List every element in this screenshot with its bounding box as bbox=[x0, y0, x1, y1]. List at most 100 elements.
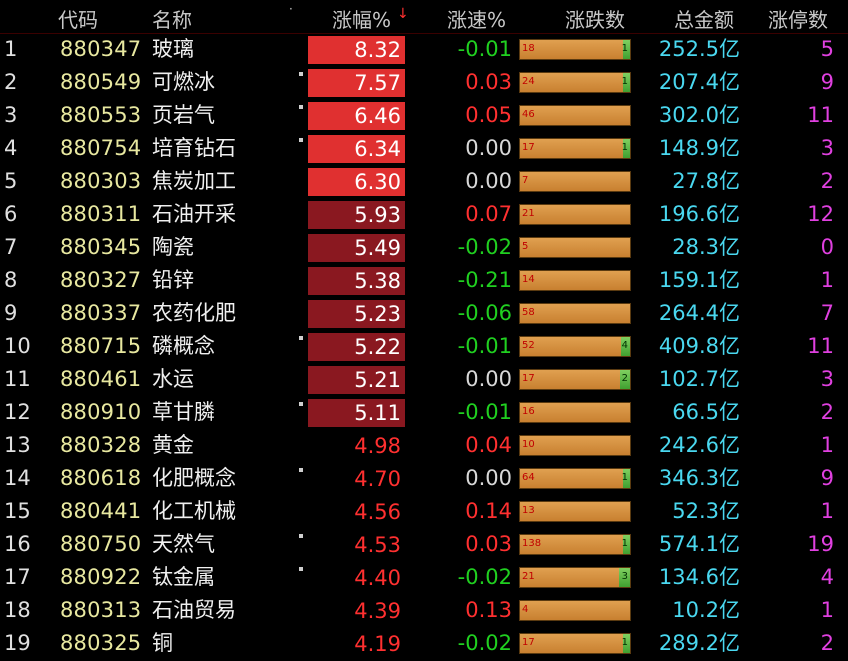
updown-bar: 46 bbox=[519, 105, 631, 126]
change-pct-cell: 5.23 bbox=[308, 300, 405, 328]
speed-value: 0.00 bbox=[465, 169, 512, 193]
header-name[interactable]: 名称 bbox=[152, 8, 192, 32]
total-amount: 242.6亿 bbox=[658, 433, 740, 457]
header-updown[interactable]: 涨跌数 bbox=[565, 8, 625, 32]
sector-code: 880311 bbox=[60, 202, 142, 226]
speed-value: 0.03 bbox=[465, 70, 512, 94]
total-amount: 66.5亿 bbox=[672, 400, 740, 424]
total-amount: 52.3亿 bbox=[672, 499, 740, 523]
table-row[interactable]: 19 880325 铜 4.19 -0.02 17 1 289.2亿 2 bbox=[0, 627, 848, 660]
change-pct-cell: 7.57 bbox=[308, 69, 405, 97]
speed-value: -0.02 bbox=[457, 235, 512, 259]
up-count: 64 bbox=[522, 472, 535, 483]
table-row[interactable]: 16 880750 天然气 4.53 0.03 138 1 574.1亿 19 bbox=[0, 528, 848, 561]
table-row[interactable]: 14 880618 化肥概念 4.70 0.00 64 1 346.3亿 9 bbox=[0, 462, 848, 495]
change-pct-value: 5.23 bbox=[354, 302, 401, 326]
down-count: 3 bbox=[621, 571, 628, 582]
marker-dot-icon bbox=[299, 138, 303, 142]
table-row[interactable]: 1 880347 玻璃 8.32 -0.01 18 1 252.5亿 5 bbox=[0, 33, 848, 66]
change-pct-value: 4.39 bbox=[354, 599, 401, 623]
sector-name: 培育钻石 bbox=[152, 136, 236, 160]
sector-name: 天然气 bbox=[152, 532, 215, 556]
marker-dot-icon bbox=[299, 336, 303, 340]
row-index: 17 bbox=[4, 565, 31, 589]
change-pct-cell: 4.19 bbox=[308, 630, 405, 658]
up-count: 17 bbox=[522, 373, 535, 384]
table-row[interactable]: 17 880922 钛金属 4.40 -0.02 21 3 134.6亿 4 bbox=[0, 561, 848, 594]
change-pct-cell: 5.49 bbox=[308, 234, 405, 262]
sector-name: 黄金 bbox=[152, 433, 194, 457]
sector-name: 农药化肥 bbox=[152, 301, 236, 325]
up-count: 58 bbox=[522, 307, 535, 318]
table-row[interactable]: 6 880311 石油开采 5.93 0.07 21 196.6亿 12 bbox=[0, 198, 848, 231]
table-row[interactable]: 8 880327 铅锌 5.38 -0.21 14 159.1亿 1 bbox=[0, 264, 848, 297]
sector-code: 880715 bbox=[60, 334, 142, 358]
down-fill bbox=[623, 535, 630, 554]
table-row[interactable]: 12 880910 草甘膦 5.11 -0.01 16 66.5亿 2 bbox=[0, 396, 848, 429]
change-pct-cell: 4.98 bbox=[308, 432, 405, 460]
table-header: 代码 名称 · 涨幅% ↓ 涨速% 涨跌数 总金额 涨停数 bbox=[0, 0, 848, 34]
speed-value: 0.14 bbox=[465, 499, 512, 523]
table-row[interactable]: 15 880441 化工机械 4.56 0.14 13 52.3亿 1 bbox=[0, 495, 848, 528]
change-pct-cell: 4.70 bbox=[308, 465, 405, 493]
table-row[interactable]: 18 880313 石油贸易 4.39 0.13 4 10.2亿 1 bbox=[0, 594, 848, 627]
table-row[interactable]: 11 880461 水运 5.21 0.00 17 2 102.7亿 3 bbox=[0, 363, 848, 396]
change-pct-value: 4.70 bbox=[354, 467, 401, 491]
total-amount: 207.4亿 bbox=[658, 70, 740, 94]
limit-up-count: 4 bbox=[820, 565, 834, 589]
header-change-pct[interactable]: 涨幅% bbox=[332, 8, 392, 32]
up-count: 16 bbox=[522, 406, 535, 417]
up-count: 4 bbox=[522, 604, 529, 615]
updown-bar: 21 3 bbox=[519, 567, 631, 588]
row-index: 6 bbox=[4, 202, 18, 226]
limit-up-count: 11 bbox=[807, 334, 834, 358]
sector-name: 磷概念 bbox=[152, 334, 215, 358]
speed-value: 0.00 bbox=[465, 466, 512, 490]
speed-value: -0.01 bbox=[457, 400, 512, 424]
down-fill bbox=[623, 73, 630, 92]
row-index: 13 bbox=[4, 433, 31, 457]
table-row[interactable]: 2 880549 可燃冰 7.57 0.03 24 1 207.4亿 9 bbox=[0, 66, 848, 99]
limit-up-count: 1 bbox=[820, 598, 834, 622]
limit-up-count: 7 bbox=[820, 301, 834, 325]
table-row[interactable]: 4 880754 培育钻石 6.34 0.00 17 1 148.9亿 3 bbox=[0, 132, 848, 165]
table-row[interactable]: 5 880303 焦炭加工 6.30 0.00 7 27.8亿 2 bbox=[0, 165, 848, 198]
down-count: 1 bbox=[621, 472, 628, 483]
row-index: 3 bbox=[4, 103, 18, 127]
sector-name: 化肥概念 bbox=[152, 466, 236, 490]
limit-up-count: 5 bbox=[820, 37, 834, 61]
total-amount: 574.1亿 bbox=[658, 532, 740, 556]
sector-code: 880303 bbox=[60, 169, 142, 193]
sector-name: 可燃冰 bbox=[152, 70, 215, 94]
change-pct-value: 4.56 bbox=[354, 500, 401, 524]
header-speed[interactable]: 涨速% bbox=[447, 8, 507, 32]
header-amount[interactable]: 总金额 bbox=[674, 8, 734, 32]
sector-code: 880922 bbox=[60, 565, 142, 589]
speed-value: -0.02 bbox=[457, 565, 512, 589]
updown-bar: 18 1 bbox=[519, 39, 631, 60]
total-amount: 10.2亿 bbox=[672, 598, 740, 622]
down-count: 4 bbox=[621, 340, 628, 351]
table-row[interactable]: 10 880715 磷概念 5.22 -0.01 52 4 409.8亿 11 bbox=[0, 330, 848, 363]
header-code[interactable]: 代码 bbox=[58, 8, 98, 32]
down-fill bbox=[623, 139, 630, 158]
change-pct-value: 6.34 bbox=[354, 137, 401, 161]
up-count: 13 bbox=[522, 505, 535, 516]
table-row[interactable]: 7 880345 陶瓷 5.49 -0.02 5 28.3亿 0 bbox=[0, 231, 848, 264]
down-count: 1 bbox=[621, 142, 628, 153]
updown-bar: 52 4 bbox=[519, 336, 631, 357]
down-fill bbox=[621, 337, 630, 356]
change-pct-cell: 4.39 bbox=[308, 597, 405, 625]
table-row[interactable]: 9 880337 农药化肥 5.23 -0.06 58 264.4亿 7 bbox=[0, 297, 848, 330]
row-index: 16 bbox=[4, 532, 31, 556]
header-limit-up[interactable]: 涨停数 bbox=[768, 8, 828, 32]
change-pct-value: 5.22 bbox=[354, 335, 401, 359]
table-row[interactable]: 3 880553 页岩气 6.46 0.05 46 302.0亿 11 bbox=[0, 99, 848, 132]
row-index: 2 bbox=[4, 70, 18, 94]
row-index: 8 bbox=[4, 268, 18, 292]
speed-value: 0.13 bbox=[465, 598, 512, 622]
table-row[interactable]: 13 880328 黄金 4.98 0.04 10 242.6亿 1 bbox=[0, 429, 848, 462]
change-pct-value: 5.93 bbox=[354, 203, 401, 227]
up-count: 52 bbox=[522, 340, 535, 351]
